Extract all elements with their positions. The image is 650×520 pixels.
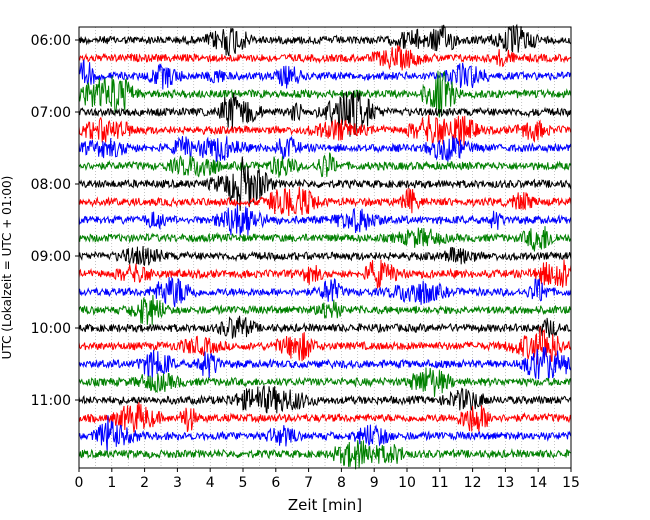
- trace-row: [78, 385, 572, 414]
- trace-row: [78, 45, 572, 71]
- trace-row: [78, 259, 572, 290]
- trace-row: [78, 276, 572, 308]
- trace-row: [78, 315, 572, 339]
- x-axis-label: Zeit [min]: [288, 496, 362, 514]
- x-tick-label: 8: [337, 475, 346, 491]
- trace-row: [78, 152, 572, 178]
- trace-row: [78, 440, 572, 470]
- y-tick-label: 09:00: [31, 249, 71, 265]
- trace-row: [78, 186, 572, 217]
- trace-row: [78, 114, 572, 146]
- trace-row: [78, 226, 572, 252]
- x-tick-label: 0: [75, 475, 84, 491]
- plot-frame: [78, 26, 572, 469]
- x-tick-label: 3: [173, 475, 182, 491]
- trace-row: [78, 245, 572, 267]
- x-tick-label: 13: [496, 475, 514, 491]
- y-axis-label: UTC (Lokalzeit = UTC + 01:00): [0, 176, 14, 360]
- x-tick-label: 5: [239, 475, 248, 491]
- x-tick-label: 12: [464, 475, 482, 491]
- trace-row: [78, 401, 572, 433]
- trace-row: [78, 23, 572, 57]
- trace-row: [78, 294, 572, 326]
- trace-row: [78, 135, 572, 163]
- y-tick-label: 11:00: [31, 393, 71, 409]
- x-axis-ticks: 0 1 2 3 4 5 6 7 8 9 10 11 12 13 14 15: [75, 468, 580, 491]
- x-tick-label: 14: [529, 475, 547, 491]
- x-tick-label: 1: [107, 475, 116, 491]
- trace-row: [78, 156, 572, 211]
- trace-row: [78, 367, 572, 397]
- x-tick-label: 7: [304, 475, 313, 491]
- y-tick-label: 06:00: [31, 33, 71, 49]
- trace-row: [78, 70, 572, 118]
- x-tick-label: 4: [206, 475, 215, 491]
- x-tick-label: 10: [398, 475, 416, 491]
- x-tick-label: 15: [562, 475, 580, 491]
- y-tick-label: 08:00: [31, 177, 71, 193]
- trace-row: [78, 346, 572, 381]
- y-tick-label: 07:00: [31, 105, 71, 121]
- x-tick-label: 9: [370, 475, 379, 491]
- trace-row: [78, 59, 572, 90]
- y-axis-ticks: 06:00 07:00 08:00 09:00 10:00 11:00: [31, 33, 79, 409]
- y-tick-label: 10:00: [31, 321, 71, 337]
- trace-row: [78, 90, 572, 137]
- x-tick-label: 11: [431, 475, 449, 491]
- seismic-traces: [78, 23, 572, 470]
- trace-row: [78, 415, 572, 453]
- trace-row: [78, 326, 572, 365]
- x-tick-label: 2: [140, 475, 149, 491]
- x-tick-label: 6: [271, 475, 280, 491]
- trace-row: [78, 204, 572, 237]
